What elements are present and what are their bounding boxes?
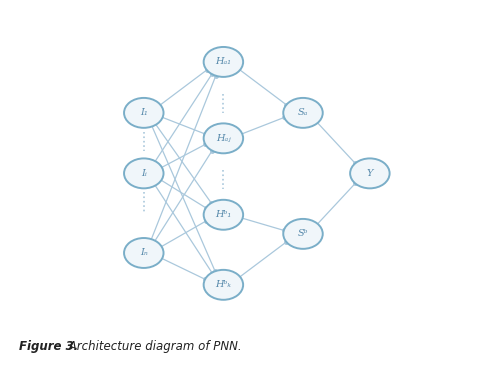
Text: Hᵇ₁: Hᵇ₁: [215, 210, 231, 219]
Text: I₁: I₁: [139, 108, 147, 117]
Ellipse shape: [283, 98, 322, 128]
Text: Iᵢ: Iᵢ: [140, 169, 147, 178]
Ellipse shape: [124, 98, 163, 128]
Text: Hᵇₖ: Hᵇₖ: [215, 280, 231, 289]
Text: Architecture diagram of PNN.: Architecture diagram of PNN.: [65, 340, 242, 353]
Ellipse shape: [203, 47, 242, 77]
Text: Y: Y: [366, 169, 372, 178]
Text: Figure 3.: Figure 3.: [19, 340, 78, 353]
Ellipse shape: [283, 219, 322, 249]
Text: Sₐ: Sₐ: [297, 108, 307, 117]
Ellipse shape: [203, 200, 242, 230]
Ellipse shape: [203, 123, 242, 153]
Text: Hₐⱼ: Hₐⱼ: [215, 134, 230, 143]
Ellipse shape: [124, 158, 163, 188]
Ellipse shape: [124, 238, 163, 268]
Ellipse shape: [203, 270, 242, 300]
Text: Sᵇ: Sᵇ: [297, 229, 308, 238]
Text: Iₙ: Iₙ: [139, 249, 148, 257]
Text: Hₐ₁: Hₐ₁: [215, 57, 231, 66]
Ellipse shape: [349, 158, 389, 188]
